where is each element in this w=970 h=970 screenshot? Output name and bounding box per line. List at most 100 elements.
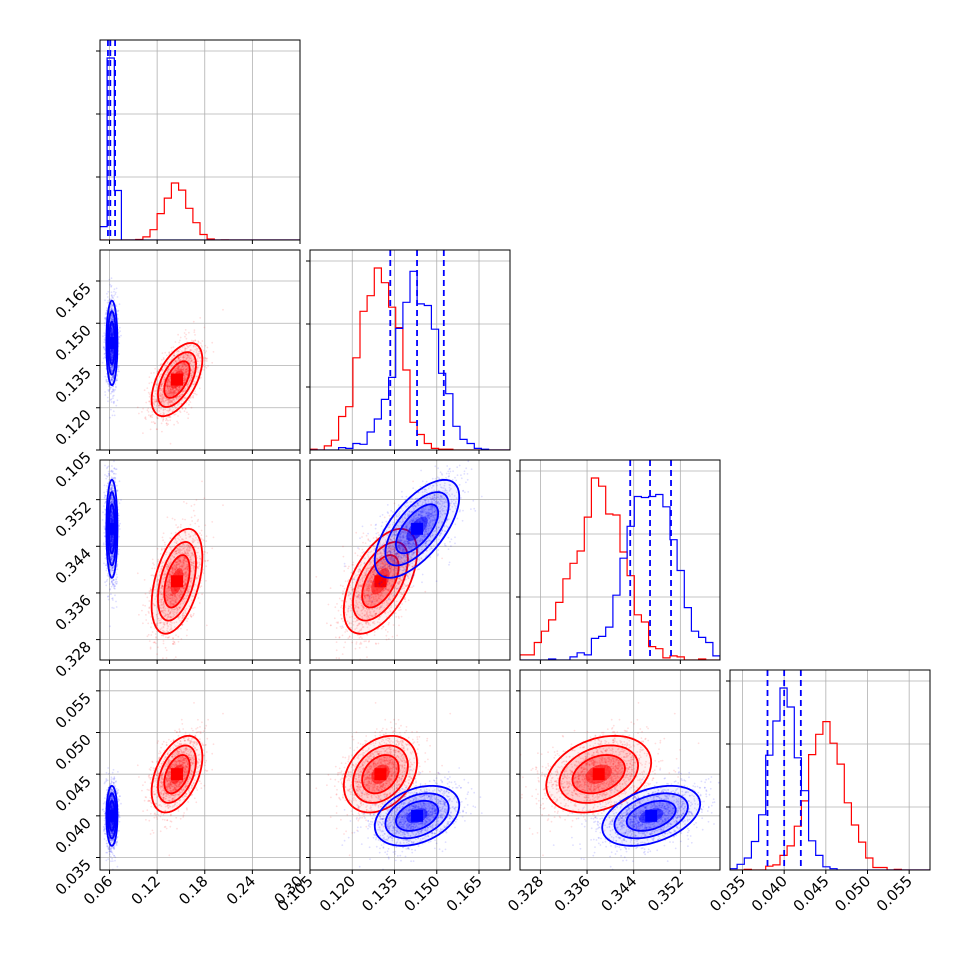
scatter-point xyxy=(180,369,183,371)
scatter-point xyxy=(182,362,184,365)
scatter-point xyxy=(115,606,118,608)
scatter-point xyxy=(184,377,187,379)
scatter-point xyxy=(105,311,108,314)
scatter-point xyxy=(108,278,111,281)
scatter-point xyxy=(182,353,185,356)
scatter-point xyxy=(112,402,115,405)
scatter-point xyxy=(163,364,166,367)
scatter-point xyxy=(110,392,112,395)
scatter-point xyxy=(185,357,188,360)
scatter-point xyxy=(167,381,170,384)
scatter-point xyxy=(162,539,165,542)
scatter-point xyxy=(204,365,206,368)
scatter-point xyxy=(148,414,150,417)
scatter-point xyxy=(190,505,193,507)
scatter-point xyxy=(138,412,140,415)
scatter-point xyxy=(170,392,173,395)
scatter-point xyxy=(168,407,171,410)
scatter-point xyxy=(178,341,181,344)
scatter-point xyxy=(158,404,161,407)
scatter-point xyxy=(167,371,170,374)
scatter-point xyxy=(173,355,176,357)
scatter-point xyxy=(189,378,192,381)
scatter-point xyxy=(166,379,169,382)
scatter-point xyxy=(149,646,152,649)
scatter-point xyxy=(175,388,178,390)
scatter-point xyxy=(177,415,179,417)
scatter-point xyxy=(173,392,176,394)
scatter-point xyxy=(172,393,175,395)
scatter-point xyxy=(183,375,186,378)
scatter-point xyxy=(177,369,180,372)
scatter-point xyxy=(158,410,161,412)
scatter-point xyxy=(170,400,173,403)
scatter-point xyxy=(179,388,182,390)
scatter-point xyxy=(179,339,181,342)
scatter-point xyxy=(191,359,193,362)
scatter-point xyxy=(185,502,188,505)
scatter-point xyxy=(166,381,169,384)
scatter-point xyxy=(112,388,115,391)
scatter-point xyxy=(194,522,197,525)
scatter-point xyxy=(156,386,159,389)
scatter-point xyxy=(193,383,195,386)
scatter-point xyxy=(169,399,172,402)
scatter-point xyxy=(169,392,172,394)
scatter-point xyxy=(178,394,181,397)
scatter-point xyxy=(112,395,114,397)
scatter-point xyxy=(165,383,168,386)
scatter-point xyxy=(169,400,172,402)
scatter-point xyxy=(180,393,182,396)
scatter-point xyxy=(167,394,170,397)
scatter-point xyxy=(173,362,176,365)
scatter-point xyxy=(178,386,181,389)
scatter-point xyxy=(192,371,195,374)
scatter-point xyxy=(179,356,182,358)
scatter-point xyxy=(109,283,112,286)
scatter-point xyxy=(180,350,183,352)
scatter-point xyxy=(180,627,182,630)
scatter-point xyxy=(206,346,209,349)
scatter-point xyxy=(177,366,180,369)
scatter-point xyxy=(162,532,165,535)
scatter-point xyxy=(173,389,176,392)
scatter-point xyxy=(161,389,164,392)
scatter-point xyxy=(166,424,169,427)
scatter-point xyxy=(169,376,172,378)
scatter-point xyxy=(195,351,198,354)
scatter-point xyxy=(172,372,175,374)
scatter-point xyxy=(181,407,184,409)
scatter-point xyxy=(102,345,105,348)
scatter-point xyxy=(191,370,194,373)
scatter-point xyxy=(205,565,208,568)
scatter-point xyxy=(146,635,149,638)
scatter-point xyxy=(198,602,201,604)
scatter-point xyxy=(138,613,140,616)
scatter-point xyxy=(152,395,155,398)
scatter-point xyxy=(146,409,149,412)
scatter-point xyxy=(102,357,105,360)
scatter-point xyxy=(189,523,192,526)
scatter-point xyxy=(173,391,176,394)
scatter-point xyxy=(170,346,173,349)
scatter-point xyxy=(182,365,185,368)
scatter-point xyxy=(156,428,158,430)
scatter-point xyxy=(112,410,115,413)
scatter-point xyxy=(183,410,186,413)
scatter-point xyxy=(177,390,180,393)
scatter-point xyxy=(147,407,150,410)
scatter-point xyxy=(162,411,165,414)
scatter-point xyxy=(153,398,156,401)
scatter-point xyxy=(196,353,199,355)
scatter-point xyxy=(110,401,113,403)
scatter-point xyxy=(154,392,157,395)
scatter-point xyxy=(148,600,151,602)
scatter-point xyxy=(169,442,172,445)
scatter-point xyxy=(199,360,202,362)
scatter-point xyxy=(184,372,187,375)
scatter-point xyxy=(171,399,173,402)
scatter-point xyxy=(169,375,172,378)
scatter-point xyxy=(156,653,159,655)
scatter-point xyxy=(156,638,159,641)
